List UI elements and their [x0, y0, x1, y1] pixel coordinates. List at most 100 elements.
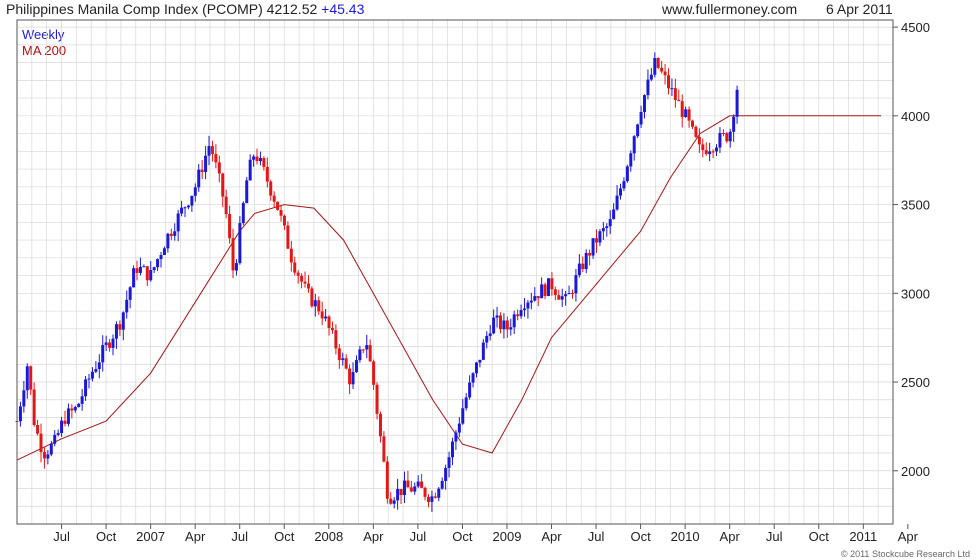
candle-body — [461, 408, 465, 424]
candle-body — [420, 481, 424, 488]
candle-body — [162, 248, 166, 256]
candle-body — [207, 146, 211, 156]
candle-body — [46, 454, 50, 459]
candle-body — [632, 136, 636, 154]
candle-body — [673, 88, 677, 100]
candle-body — [396, 489, 400, 501]
candle-body — [262, 158, 266, 167]
candle-body — [166, 233, 170, 249]
candle-body — [447, 457, 451, 468]
candle-body — [375, 384, 379, 414]
candle-body — [306, 283, 310, 289]
candle-body — [258, 158, 262, 162]
candle-body — [241, 203, 245, 224]
candle-body — [485, 335, 489, 343]
candle-body — [701, 144, 705, 151]
candle-body — [680, 101, 684, 118]
candle-body — [588, 252, 592, 256]
candle-body — [128, 287, 132, 300]
candle-body — [615, 195, 619, 210]
candle-body — [430, 496, 434, 502]
candle-body — [90, 371, 94, 379]
candle-body — [625, 166, 629, 182]
candle-body — [354, 360, 358, 373]
x-tick-label: Jul — [53, 529, 70, 544]
x-tick-label: Jul — [410, 529, 427, 544]
ma-line — [16, 115, 882, 461]
candle-body — [471, 373, 475, 383]
candle-body — [53, 434, 57, 444]
candle-body — [348, 368, 352, 385]
candle-body — [670, 88, 674, 90]
candle-body — [108, 342, 112, 348]
candle-body — [574, 275, 578, 294]
title-text: Philippines Manila Comp Index (PCOMP) 42… — [6, 1, 318, 17]
x-tick-label: Oct — [452, 529, 473, 544]
candle-body — [725, 133, 729, 142]
candle-body — [646, 79, 650, 96]
candle-body — [694, 126, 698, 137]
candle-body — [84, 379, 88, 397]
source-link[interactable]: www.fullermoney.com — [662, 1, 798, 17]
x-tick-label: Apr — [363, 529, 384, 544]
candle-body — [29, 366, 33, 390]
candle-body — [564, 294, 568, 297]
candle-body — [228, 214, 232, 239]
candle-body — [358, 349, 362, 361]
candle-body — [594, 238, 598, 243]
candle-body — [560, 296, 564, 300]
candle-body — [468, 382, 472, 398]
candle-body — [546, 278, 550, 296]
candle-body — [245, 180, 249, 204]
candle-body — [608, 219, 612, 227]
candle-body — [180, 207, 184, 214]
candle-body — [214, 153, 218, 163]
candle-body — [618, 188, 622, 196]
ma200-line — [16, 115, 882, 461]
candle-body — [378, 413, 382, 437]
candle-body — [118, 324, 122, 330]
candle-body — [42, 452, 46, 459]
candle-body — [97, 362, 101, 370]
candle-body — [183, 207, 187, 209]
candle-body — [286, 225, 290, 249]
candle-body — [498, 315, 502, 330]
legend-weekly: Weekly — [22, 27, 65, 42]
candle-body — [735, 89, 739, 117]
candle-body — [457, 423, 461, 433]
candle-body — [505, 320, 509, 330]
candle-body — [711, 151, 715, 153]
candle-body — [512, 314, 516, 328]
candle-body — [293, 262, 297, 273]
candle-body — [684, 109, 688, 118]
candle-body — [389, 498, 393, 504]
candle-body — [402, 480, 406, 496]
candle-body — [18, 406, 22, 422]
chart-title: Philippines Manila Comp Index (PCOMP) 42… — [6, 1, 364, 17]
candle-body — [581, 263, 585, 270]
candle-body — [60, 420, 64, 434]
x-tick-label: Oct — [96, 529, 117, 544]
y-tick-label: 3000 — [901, 286, 930, 301]
candle-body — [159, 255, 163, 260]
candle-body — [392, 500, 396, 504]
change-value: +45.43 — [321, 1, 365, 17]
candle-body — [577, 263, 581, 276]
candle-body — [49, 443, 53, 455]
candle-body — [584, 252, 588, 270]
candle-body — [570, 293, 574, 295]
copyright: © 2011 Stockcube Research Ltd — [840, 549, 970, 559]
candle-body — [238, 223, 242, 264]
candle-body — [276, 201, 280, 211]
candle-body — [224, 196, 228, 215]
candle-body — [533, 296, 537, 301]
candle-body — [234, 263, 238, 271]
candle-body — [80, 396, 84, 404]
candle-body — [156, 259, 160, 268]
candle-body — [334, 330, 338, 349]
candle-body — [437, 488, 441, 498]
candle-body — [313, 300, 317, 307]
candle-body — [125, 299, 129, 313]
candle-body — [612, 209, 616, 220]
candle-body — [440, 480, 444, 489]
